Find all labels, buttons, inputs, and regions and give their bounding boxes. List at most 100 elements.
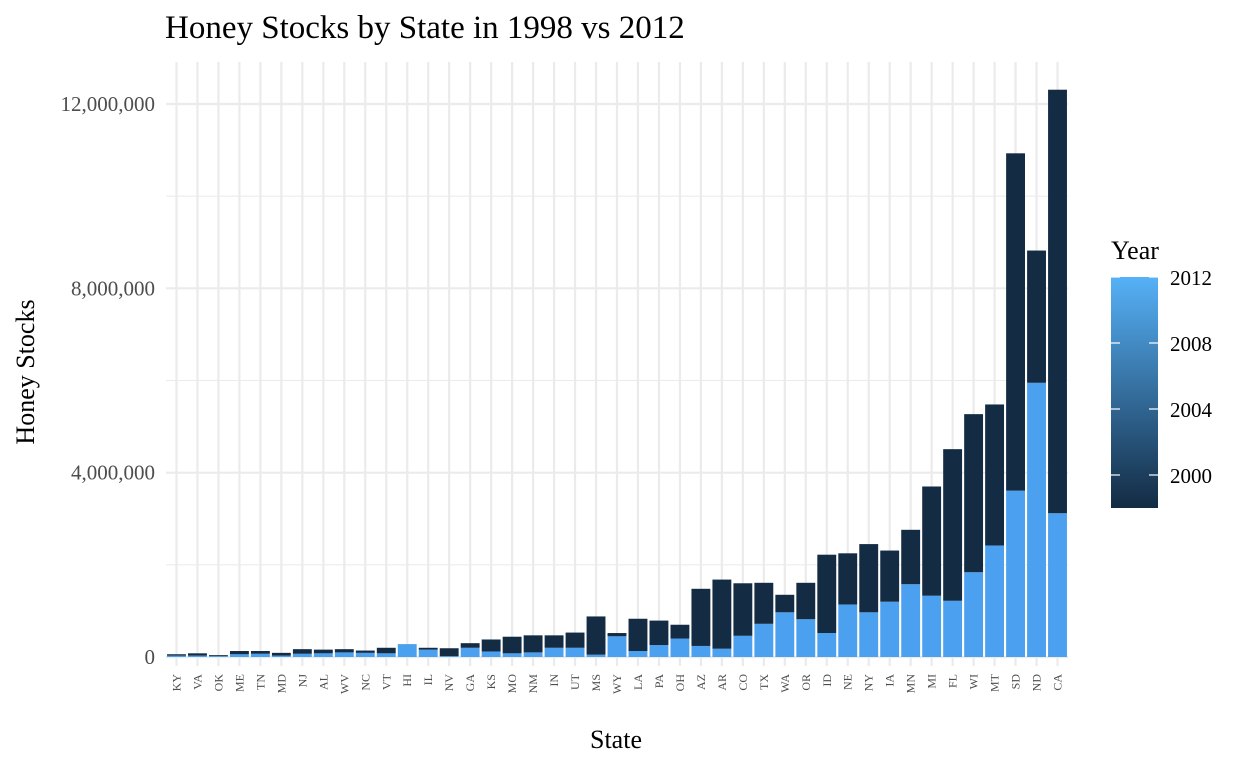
y-tick-label: 0: [145, 645, 156, 669]
x-tick-label-tn: TN: [253, 674, 267, 690]
bar-2012-ne: [838, 604, 858, 657]
x-tick-label-al: AL: [316, 674, 330, 690]
legend-ticks: 2000 2004 2008 2012: [1111, 266, 1213, 488]
bar-2012-wi: [964, 572, 984, 657]
bar-2012-md: [271, 655, 291, 657]
bar-2012-ny: [859, 612, 879, 657]
bar-2012-va: [188, 655, 207, 657]
bar-1998-tx: [754, 582, 774, 624]
bar-2012-tx: [754, 623, 774, 657]
bar-2012-mn: [901, 584, 921, 657]
x-tick-label-il: IL: [421, 674, 435, 685]
x-tick-label-ny: NY: [862, 674, 876, 692]
x-tick-label-ok: OK: [211, 674, 225, 692]
bar-1998-ny: [859, 544, 879, 613]
bar-2012-nm: [523, 652, 543, 657]
x-tick-label-fl: FL: [946, 674, 960, 688]
bar-1998-la: [628, 618, 648, 652]
bar-2012-pa: [649, 645, 669, 657]
bar-1998-pa: [649, 620, 669, 646]
bar-1998-ne: [838, 553, 858, 605]
y-tick-label: 8,000,000: [71, 276, 155, 300]
x-tick-label-ms: MS: [589, 674, 603, 691]
y-tick-label: 4,000,000: [71, 461, 155, 485]
bar-1998-ca: [1048, 89, 1067, 514]
bar-2012-ms: [586, 654, 606, 657]
x-tick-label-va: VA: [190, 674, 204, 690]
x-tick-label-co: CO: [736, 674, 750, 691]
bar-2012-oh: [670, 638, 690, 657]
x-tick-label-in: IN: [547, 674, 561, 687]
bar-layer: [167, 89, 1067, 657]
x-tick-label-me: ME: [232, 674, 246, 692]
x-tick-label-mi: MI: [925, 674, 939, 689]
bar-1998-id: [817, 554, 837, 634]
bar-1998-oh: [670, 624, 690, 639]
bar-2012-wy: [607, 636, 627, 657]
legend-tick-label: 2000: [1170, 464, 1212, 488]
bar-2012-in: [544, 647, 564, 657]
x-tick-label-ky: KY: [169, 674, 183, 692]
bar-1998-ar: [712, 579, 732, 649]
bar-2012-nj: [292, 653, 312, 657]
x-tick-label-tx: TX: [757, 674, 771, 690]
bar-1998-co: [733, 583, 753, 636]
chart-title: Honey Stocks by State in 1998 vs 2012: [165, 10, 685, 46]
x-tick-label-ia: IA: [883, 674, 897, 687]
x-tick-label-ut: UT: [568, 673, 582, 690]
bar-1998-ok: [209, 655, 228, 657]
bar-1998-ut: [565, 632, 585, 648]
x-tick-label-id: ID: [820, 674, 834, 687]
x-tick-label-az: AZ: [694, 674, 708, 690]
bar-1998-wy: [607, 633, 627, 637]
x-tick-label-nv: NV: [442, 674, 456, 692]
bar-2012-ia: [880, 601, 900, 657]
x-tick-label-oh: OH: [673, 674, 687, 692]
x-tick-label-sd: SD: [1009, 674, 1023, 690]
bar-1998-or: [796, 582, 816, 620]
x-tick-label-hi: HI: [400, 674, 414, 687]
bar-1998-ks: [481, 639, 501, 652]
legend-tick-label: 2012: [1170, 266, 1212, 290]
bar-2012-az: [691, 645, 711, 657]
bar-2012-al: [313, 653, 333, 657]
bar-1998-wv: [334, 649, 354, 653]
bar-1998-ky: [167, 654, 186, 656]
x-tick-label-nj: NJ: [295, 674, 309, 688]
legend-colorbar: [1111, 277, 1158, 508]
bar-2012-ks: [481, 651, 501, 657]
bar-1998-mo: [502, 636, 522, 654]
y-tick-label: 12,000,000: [61, 92, 156, 116]
bar-1998-az: [691, 588, 711, 646]
bar-1998-nm: [523, 635, 543, 653]
x-tick-label-vt: VT: [379, 673, 393, 690]
bar-2012-me: [229, 654, 249, 657]
bar-1998-wi: [964, 414, 984, 573]
bar-1998-tn: [250, 651, 270, 654]
bar-2012-il: [418, 649, 438, 657]
bar-2012-ut: [565, 647, 585, 657]
bar-1998-al: [313, 649, 333, 654]
x-tick-label-nm: NM: [526, 674, 540, 694]
x-tick-label-ks: KS: [484, 674, 498, 689]
bar-1998-wa: [775, 594, 795, 613]
bar-1998-mi: [922, 486, 942, 596]
bar-2012-vt: [376, 653, 396, 657]
x-tick-label-nd: ND: [1030, 674, 1044, 692]
bar-1998-in: [544, 635, 564, 648]
bar-1998-va: [188, 653, 207, 656]
bar-1998-mn: [901, 529, 921, 585]
bar-1998-fl: [943, 449, 963, 601]
x-tick-label-la: LA: [631, 674, 645, 690]
legend-tick-label: 2008: [1170, 332, 1212, 356]
bar-2012-ok: [209, 656, 228, 657]
bar-2012-hi: [397, 644, 417, 657]
bar-2012-id: [817, 633, 837, 657]
bar-1998-nc: [355, 650, 375, 653]
x-tick-label-ca: CA: [1051, 674, 1065, 691]
bar-1998-ia: [880, 550, 900, 602]
bar-1998-me: [229, 651, 249, 655]
bar-2012-or: [796, 619, 816, 657]
